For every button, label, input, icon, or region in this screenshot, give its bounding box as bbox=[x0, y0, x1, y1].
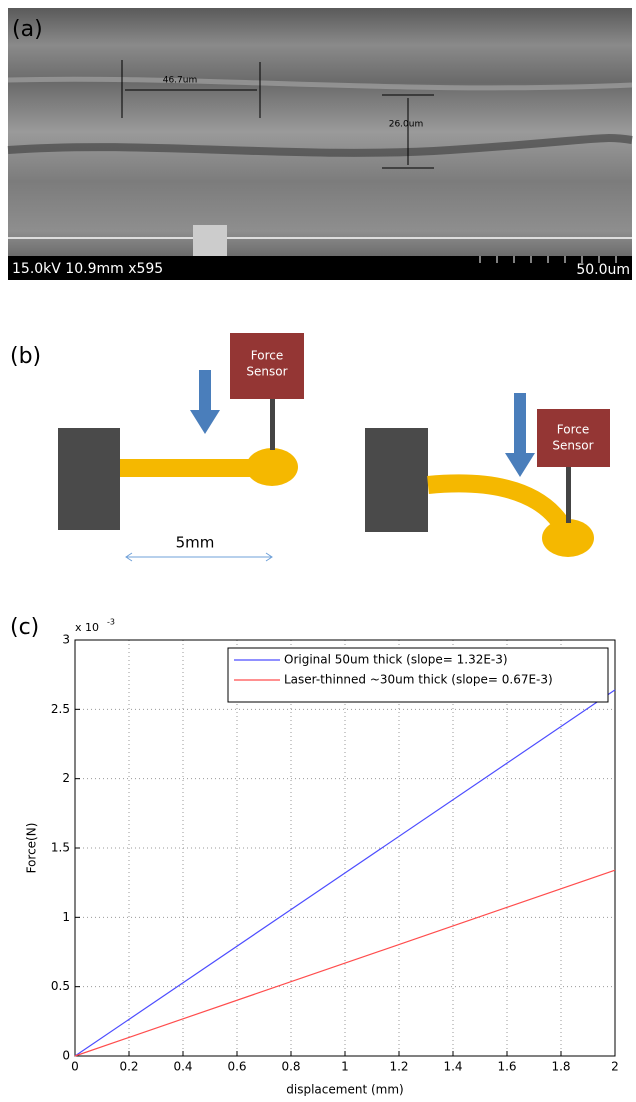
y-scale-exponent: -3 bbox=[107, 618, 115, 627]
dimension-arrows bbox=[125, 552, 273, 562]
y-tick-label: 0 bbox=[62, 1049, 70, 1063]
sem-image bbox=[8, 8, 632, 256]
force-sensor bbox=[230, 333, 304, 399]
y-tick-label: 2.5 bbox=[51, 702, 70, 716]
sem-info: 15.0kV 10.9mm x595 bbox=[12, 261, 163, 277]
x-tick-label: 1.2 bbox=[389, 1060, 408, 1074]
sem-layer bbox=[7, 76, 633, 91]
measurement: 26.0um bbox=[389, 120, 424, 130]
force-arrow bbox=[190, 370, 220, 434]
x-tick-label: 0.4 bbox=[173, 1060, 192, 1074]
x-axis-label: displacement (mm) bbox=[286, 1083, 403, 1097]
clamp bbox=[365, 428, 428, 532]
beam bbox=[120, 459, 270, 477]
sem-info-bar bbox=[8, 256, 632, 280]
legend-box bbox=[227, 647, 609, 703]
sensor-probe bbox=[270, 398, 275, 450]
y-tick-label: 3 bbox=[62, 633, 70, 647]
series-line bbox=[74, 689, 616, 1057]
x-tick-label: 1 bbox=[341, 1060, 349, 1074]
x-tick-label: 1.4 bbox=[443, 1060, 462, 1074]
sensor-probe bbox=[566, 466, 571, 523]
force-sensor bbox=[537, 409, 610, 467]
y-tick-label: 2 bbox=[62, 771, 70, 785]
scale-bar bbox=[479, 256, 617, 263]
x-tick-label: 2 bbox=[611, 1060, 619, 1074]
panel-label: (a) bbox=[12, 17, 43, 42]
chart: 0 0.2 0.4 0.6 0.8 1 1.2 1.4 1.6 1.8 2 0 0.5 1 1.5 2 2.5 3… bbox=[25, 618, 619, 1097]
y-tick-label: 0.5 bbox=[51, 979, 70, 993]
x-tick-label: 0.8 bbox=[281, 1060, 300, 1074]
x-tick-label: 0.2 bbox=[119, 1060, 138, 1074]
clamp bbox=[58, 428, 120, 530]
sem-layer bbox=[7, 134, 633, 157]
beam-tip bbox=[246, 448, 298, 486]
y-scale: x 10 bbox=[75, 621, 99, 634]
measure-marks bbox=[121, 60, 434, 169]
y-axis-label: Force(N) bbox=[25, 823, 39, 874]
sensor-label: Force bbox=[557, 423, 589, 437]
legend-label: Laser-thinned ~30um thick (slope= 0.67E-… bbox=[284, 673, 553, 687]
y-tick-label: 1 bbox=[62, 910, 70, 924]
plot-frame bbox=[74, 639, 616, 1057]
x-tick-label: 0.6 bbox=[227, 1060, 246, 1074]
panel-label: (b) bbox=[10, 344, 41, 369]
x-tick-label: 0 bbox=[71, 1060, 79, 1074]
beam-tip bbox=[542, 519, 594, 557]
x-tick-label: 1.6 bbox=[497, 1060, 516, 1074]
sensor-label: Sensor bbox=[552, 439, 593, 453]
panel-label: (c) bbox=[10, 615, 39, 640]
force-arrow bbox=[505, 393, 535, 477]
y-tick-label: 1.5 bbox=[51, 841, 70, 855]
scale-label: 50.0um bbox=[576, 262, 630, 278]
dimension-label: 5mm bbox=[176, 534, 215, 552]
x-tick-label: 1.8 bbox=[551, 1060, 570, 1074]
series-line bbox=[74, 869, 616, 1057]
sensor-label: Force bbox=[251, 349, 283, 363]
bent-beam bbox=[427, 474, 573, 535]
measurement: 46.7um bbox=[163, 76, 198, 86]
legend-label: Original 50um thick (slope= 1.32E-3) bbox=[284, 653, 508, 667]
sensor-label: Sensor bbox=[246, 365, 287, 379]
